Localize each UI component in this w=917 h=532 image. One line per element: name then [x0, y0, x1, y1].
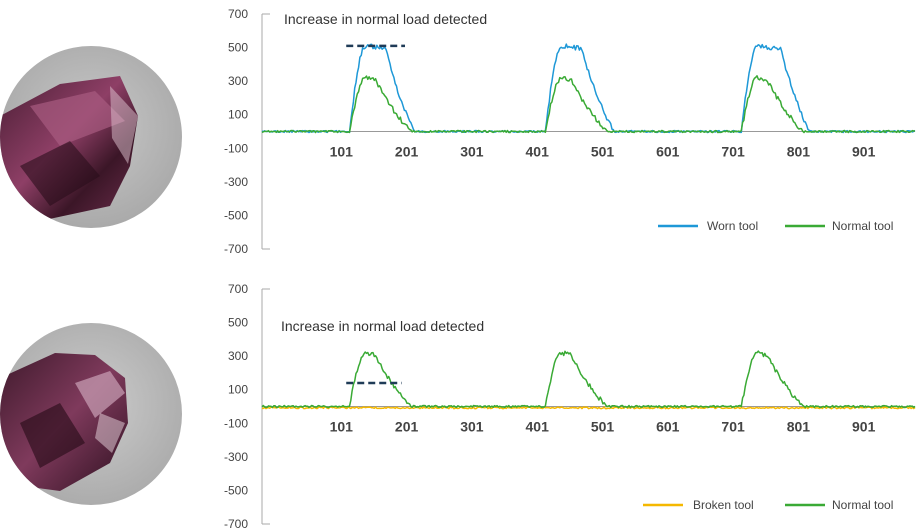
x-tick-label: 201 — [395, 419, 419, 435]
series-line-normal-tool — [261, 350, 916, 409]
legend-label: Broken tool — [693, 498, 754, 512]
broken-tool-chart: 700 500 300 100 -100 -300 -500 -700 101 201 301 401… — [224, 282, 916, 531]
y-tick-label: -100 — [224, 141, 248, 155]
y-tick-label: 100 — [228, 108, 248, 122]
y-tick-label: 700 — [228, 7, 248, 21]
x-tick-label: 301 — [460, 419, 484, 435]
x-tick-label: 501 — [591, 144, 615, 160]
x-tick-label: 401 — [526, 144, 550, 160]
x-tick-label: 201 — [395, 144, 419, 160]
x-tick-label: 501 — [591, 419, 615, 435]
y-tick-label: 300 — [228, 74, 248, 88]
worn-tool-chart: 700 500 300 100 -100 -300 -500 -700 101 201 301 401… — [224, 7, 916, 256]
y-tick-label: -100 — [224, 416, 248, 430]
broken-drill-photo — [0, 323, 182, 505]
x-tick-label: 101 — [330, 419, 354, 435]
y-tick-label: -500 — [224, 483, 248, 497]
worn-drill-photo — [0, 46, 182, 228]
y-tick-label: -300 — [224, 450, 248, 464]
x-tick-label: 601 — [656, 419, 680, 435]
legend-label: Normal tool — [832, 498, 893, 512]
x-tick-label: 101 — [330, 144, 354, 160]
x-tick-label: 601 — [656, 144, 680, 160]
legend-label: Normal tool — [832, 219, 893, 233]
y-tick-label: 700 — [228, 282, 248, 296]
y-tick-label: -300 — [224, 175, 248, 189]
annotation-text: Increase in normal load detected — [281, 318, 484, 334]
y-tick-label: -700 — [224, 517, 248, 531]
y-tick-label: -500 — [224, 208, 248, 222]
y-tick-label: 100 — [228, 383, 248, 397]
y-tick-label: 300 — [228, 349, 248, 363]
x-tick-label: 801 — [787, 419, 811, 435]
annotation-text: Increase in normal load detected — [284, 11, 487, 27]
x-tick-label: 401 — [526, 419, 550, 435]
broken-drill-bit-photo-icon — [0, 323, 182, 505]
x-tick-label: 701 — [721, 419, 745, 435]
worn-drill-bit-photo-icon — [0, 46, 182, 228]
y-tick-label: 500 — [228, 41, 248, 55]
series-line-worn-tool — [261, 43, 916, 134]
y-tick-label: 500 — [228, 316, 248, 330]
x-tick-label: 701 — [721, 144, 745, 160]
x-tick-label: 901 — [852, 419, 876, 435]
x-tick-label: 301 — [460, 144, 484, 160]
x-tick-label: 801 — [787, 144, 811, 160]
series-line-broken-tool — [261, 406, 916, 410]
x-tick-label: 901 — [852, 144, 876, 160]
y-tick-label: -700 — [224, 242, 248, 256]
legend-label: Worn tool — [707, 219, 758, 233]
series-line-normal-tool — [261, 75, 915, 134]
